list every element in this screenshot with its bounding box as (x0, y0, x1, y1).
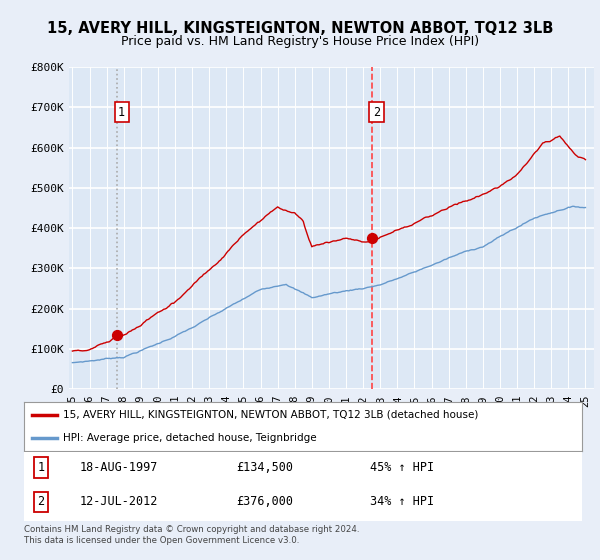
Text: Price paid vs. HM Land Registry's House Price Index (HPI): Price paid vs. HM Land Registry's House … (121, 35, 479, 48)
Point (367, 234, 377, 242)
Text: £134,500: £134,500 (236, 461, 293, 474)
Text: 34% ↑ HPI: 34% ↑ HPI (370, 495, 434, 508)
Text: 15, AVERY HILL, KINGSTEIGNTON, NEWTON ABBOT, TQ12 3LB (detached house): 15, AVERY HILL, KINGSTEIGNTON, NEWTON AB… (63, 410, 478, 420)
Text: 45% ↑ HPI: 45% ↑ HPI (370, 461, 434, 474)
Text: 2: 2 (37, 495, 44, 508)
Text: 2: 2 (373, 106, 380, 119)
Text: 18-AUG-1997: 18-AUG-1997 (80, 461, 158, 474)
Text: 1: 1 (118, 106, 125, 119)
Point (113, 330, 122, 339)
Text: Contains HM Land Registry data © Crown copyright and database right 2024.
This d: Contains HM Land Registry data © Crown c… (24, 525, 359, 545)
Text: 15, AVERY HILL, KINGSTEIGNTON, NEWTON ABBOT, TQ12 3LB: 15, AVERY HILL, KINGSTEIGNTON, NEWTON AB… (47, 21, 553, 36)
Text: 1: 1 (37, 461, 44, 474)
Text: HPI: Average price, detached house, Teignbridge: HPI: Average price, detached house, Teig… (63, 433, 317, 444)
Text: £376,000: £376,000 (236, 495, 293, 508)
Text: 12-JUL-2012: 12-JUL-2012 (80, 495, 158, 508)
